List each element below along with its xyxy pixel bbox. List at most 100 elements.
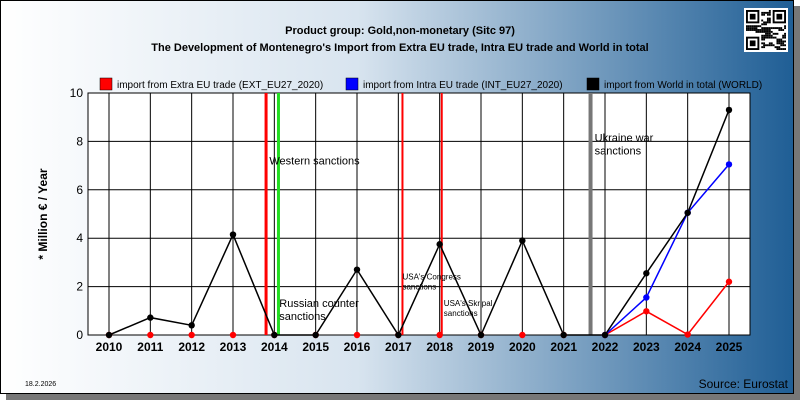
qr-module <box>766 27 769 30</box>
footer-date: 18.2.2026 <box>25 381 56 388</box>
data-point <box>725 278 733 285</box>
qr-module <box>768 42 771 45</box>
y-tick-label: 2 <box>76 280 83 294</box>
qr-module <box>780 38 783 41</box>
x-tick-label: 2020 <box>509 340 536 354</box>
qr-module <box>757 29 760 31</box>
qr-module <box>778 42 781 45</box>
qr-module <box>776 32 779 35</box>
data-point <box>188 331 195 339</box>
qr-module <box>757 30 760 33</box>
data-point <box>643 308 650 315</box>
qr-module <box>765 23 767 26</box>
qr-module <box>772 32 775 35</box>
data-point <box>395 331 402 339</box>
qr-module <box>780 44 783 47</box>
x-tick-label: 2025 <box>716 340 743 354</box>
qr-module <box>746 27 748 30</box>
data-point <box>436 241 443 248</box>
grid <box>88 92 750 336</box>
qr-module <box>784 32 786 35</box>
x-tick-label: 2017 <box>385 340 412 354</box>
qr-module <box>768 29 771 31</box>
qr-module <box>751 25 754 28</box>
qr-module <box>776 42 779 45</box>
qr-module <box>782 48 785 50</box>
data-point <box>519 331 526 339</box>
qr-module <box>755 27 758 30</box>
qr-module <box>768 44 771 47</box>
qr-module <box>772 44 775 47</box>
qr-module <box>776 46 779 49</box>
annotation-text: Russian counter <box>279 298 359 310</box>
x-tick-label: 2019 <box>468 340 495 354</box>
legend-swatch <box>586 77 600 91</box>
annotation-text: USA's Skripal <box>444 299 493 308</box>
legend-label: import from Intra EU trade (INT_EU27_202… <box>363 80 563 91</box>
qr-module <box>766 44 769 47</box>
data-point <box>725 161 733 168</box>
qr-module <box>778 48 781 50</box>
x-tick-label: 2013 <box>220 340 247 354</box>
qr-module <box>753 29 756 31</box>
qr-module <box>766 13 769 16</box>
qr-module <box>784 36 786 39</box>
qr-module <box>747 25 750 28</box>
qr-module <box>746 29 748 31</box>
qr-module <box>780 40 783 43</box>
qr-module <box>784 48 786 50</box>
figure-shadow-right <box>794 6 800 400</box>
qr-module <box>776 48 779 50</box>
qr-module <box>761 46 764 49</box>
qr-module <box>763 38 766 41</box>
x-tick-label: 2024 <box>674 340 701 354</box>
legend-label: import from World in total (WORLD) <box>604 80 762 91</box>
data-point <box>436 331 443 339</box>
legend: import from Extra EU trade (EXT_EU27_202… <box>99 77 762 91</box>
y-axis-label: * Million € / Year <box>36 168 50 259</box>
legend-swatch <box>99 77 113 91</box>
qr-module <box>749 25 752 28</box>
qr-module <box>759 29 762 31</box>
data-point <box>147 331 154 339</box>
data-point <box>353 266 361 273</box>
qr-module <box>770 42 773 45</box>
qr-module <box>782 44 785 47</box>
annotation-text: sanctions <box>444 309 478 318</box>
qr-module <box>763 11 766 14</box>
qr-finder-core <box>776 13 783 20</box>
qr-module <box>763 34 766 37</box>
qr-module <box>774 32 777 35</box>
x-tick-label: 2016 <box>344 340 371 354</box>
qr-code <box>744 8 788 52</box>
qr-module <box>784 27 786 30</box>
qr-module <box>768 21 771 24</box>
data-point <box>643 294 650 301</box>
qr-module <box>763 23 766 26</box>
qr-module <box>753 27 756 30</box>
figure-shadow-bottom <box>6 394 800 400</box>
qr-module <box>763 36 766 39</box>
qr-module <box>761 27 764 30</box>
footer-source: Source: Eurostat <box>699 377 789 391</box>
qr-module <box>780 29 783 31</box>
legend-label: import from Extra EU trade (EXT_EU27_202… <box>117 80 323 91</box>
qr-module <box>768 34 771 37</box>
qr-module <box>770 27 773 30</box>
qr-module <box>768 27 771 30</box>
qr-finder-core <box>749 40 756 47</box>
qr-module <box>770 34 773 37</box>
annotation-text: Western sanctions <box>269 155 360 167</box>
series-lines <box>105 106 733 339</box>
qr-module <box>749 27 752 30</box>
data-point <box>312 331 319 339</box>
qr-module <box>749 29 752 31</box>
data-point <box>147 314 154 321</box>
x-tick-label: 2012 <box>178 340 205 354</box>
qr-module <box>765 11 767 14</box>
event-lines <box>264 93 593 335</box>
qr-module <box>746 25 748 28</box>
annotation-text: sanctions <box>279 311 326 323</box>
data-point <box>684 331 691 338</box>
